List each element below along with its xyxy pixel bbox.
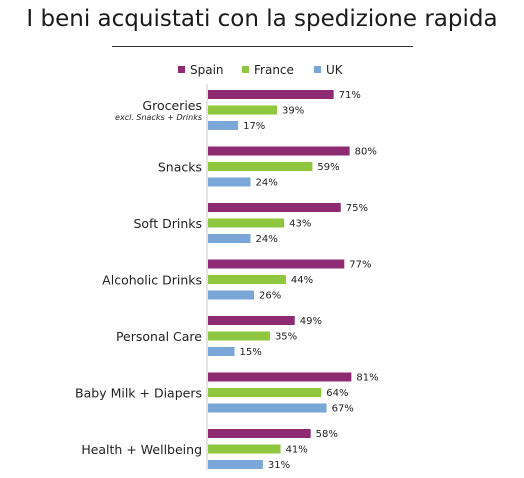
value-label-baby-milk-diapers-spain: 81% xyxy=(356,373,378,384)
bars-group: 71%39%17%80%59%24%75%43%24%77%44%26%49%3… xyxy=(208,90,379,471)
chart-title: I beni acquistati con la spedizione rapi… xyxy=(26,6,498,32)
value-label-groceries-france: 39% xyxy=(282,106,304,117)
bar-snacks-uk xyxy=(208,177,251,187)
value-label-personal-care-france: 35% xyxy=(275,332,297,343)
bar-baby-milk-diapers-uk xyxy=(208,403,327,413)
value-label-health-wellbeing-uk: 31% xyxy=(268,460,290,471)
value-label-soft-drinks-spain: 75% xyxy=(346,203,368,214)
bar-baby-milk-diapers-spain xyxy=(208,372,352,382)
bar-soft-drinks-spain xyxy=(208,203,341,212)
value-label-soft-drinks-uk: 24% xyxy=(255,234,277,245)
bar-groceries-uk xyxy=(208,121,239,130)
legend-label-uk: UK xyxy=(326,63,344,77)
category-label-groceries: Groceries xyxy=(142,98,202,113)
bar-baby-milk-diapers-france xyxy=(208,388,322,397)
category-label-health-wellbeing: Health + Wellbeing xyxy=(81,442,202,457)
value-label-snacks-france: 59% xyxy=(317,162,339,173)
value-label-groceries-uk: 17% xyxy=(243,121,265,132)
legend-label-france: France xyxy=(254,63,294,77)
value-label-baby-milk-diapers-uk: 67% xyxy=(332,404,354,415)
value-label-personal-care-spain: 49% xyxy=(300,316,322,327)
category-label-baby-milk-diapers: Baby Milk + Diapers xyxy=(75,386,202,401)
bar-snacks-spain xyxy=(208,146,350,156)
category-sublabel-groceries: excl. Snacks + Drinks xyxy=(115,113,202,122)
legend-swatch-france xyxy=(242,66,249,73)
value-label-baby-milk-diapers-france: 64% xyxy=(326,388,348,399)
bar-alcoholic-drinks-spain xyxy=(208,259,345,269)
value-label-soft-drinks-france: 43% xyxy=(289,219,311,230)
bar-alcoholic-drinks-uk xyxy=(208,290,255,300)
value-label-health-wellbeing-spain: 58% xyxy=(316,429,338,440)
value-label-groceries-spain: 71% xyxy=(339,90,361,101)
bar-personal-care-france xyxy=(208,331,270,341)
bar-health-wellbeing-france xyxy=(208,444,281,454)
legend-swatch-uk xyxy=(314,66,321,73)
value-label-snacks-spain: 80% xyxy=(355,147,377,158)
title-divider xyxy=(112,46,413,47)
value-label-personal-care-uk: 15% xyxy=(240,347,262,358)
legend-swatch-spain xyxy=(178,66,185,73)
bar-snacks-france xyxy=(208,162,313,171)
value-label-alcoholic-drinks-uk: 26% xyxy=(259,291,281,302)
value-label-alcoholic-drinks-spain: 77% xyxy=(349,260,371,271)
legend: Spain France UK xyxy=(178,63,344,77)
legend-label-spain: Spain xyxy=(190,63,224,77)
bar-soft-drinks-france xyxy=(208,218,285,228)
bar-health-wellbeing-uk xyxy=(208,460,263,469)
bar-personal-care-uk xyxy=(208,347,235,356)
value-label-alcoholic-drinks-france: 44% xyxy=(291,275,313,286)
category-label-personal-care: Personal Care xyxy=(116,329,202,344)
category-label-snacks: Snacks xyxy=(158,160,202,175)
bar-alcoholic-drinks-france xyxy=(208,275,286,284)
bar-personal-care-spain xyxy=(208,316,295,325)
value-label-health-wellbeing-france: 41% xyxy=(286,445,308,456)
bar-groceries-spain xyxy=(208,90,334,99)
category-label-alcoholic-drinks: Alcoholic Drinks xyxy=(102,273,202,288)
bar-health-wellbeing-spain xyxy=(208,429,311,438)
bar-groceries-france xyxy=(208,105,278,115)
category-label-soft-drinks: Soft Drinks xyxy=(133,216,202,231)
bar-soft-drinks-uk xyxy=(208,234,251,243)
value-label-snacks-uk: 24% xyxy=(255,178,277,189)
